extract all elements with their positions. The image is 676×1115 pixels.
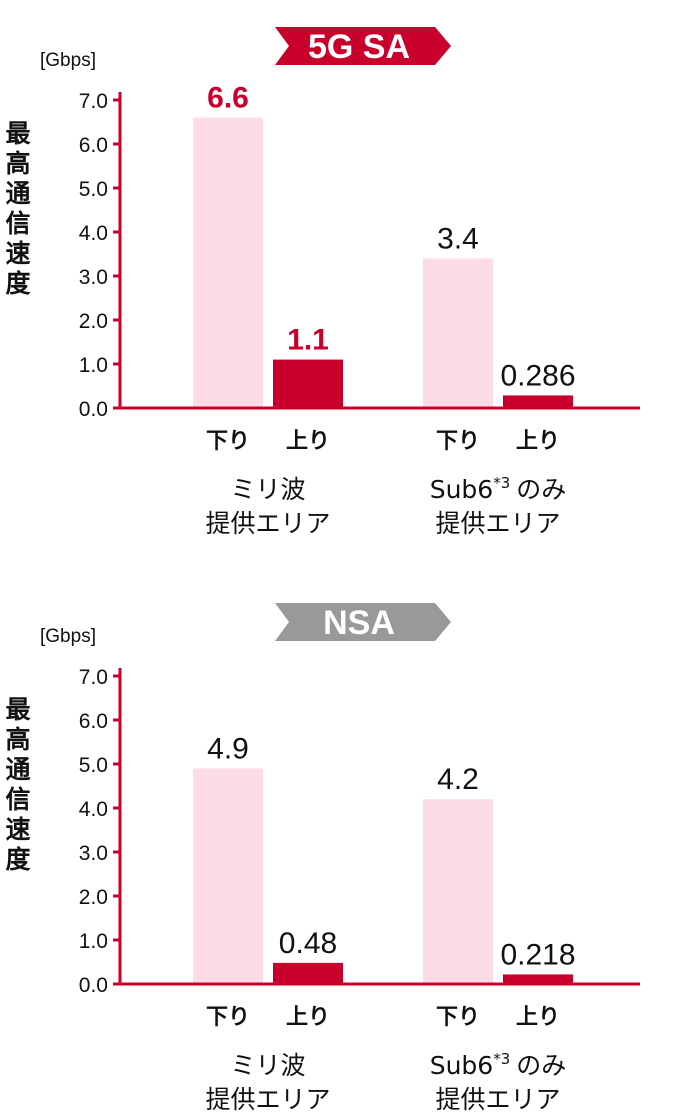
bar-value-label: 4.9 bbox=[207, 732, 249, 765]
y-tick-label: 7.0 bbox=[79, 90, 108, 113]
unit-label: [Gbps] bbox=[40, 626, 96, 647]
bar-value-label: 3.4 bbox=[437, 222, 479, 255]
bar-download bbox=[423, 258, 493, 408]
y-axis-title-char: 最 bbox=[5, 695, 31, 724]
group-label-line1: ミリ波 bbox=[230, 475, 305, 504]
bar-category-label: 上り bbox=[516, 429, 560, 454]
y-axis-title-char: 最 bbox=[5, 119, 31, 148]
y-tick-label: 1.0 bbox=[79, 930, 108, 953]
y-axis-title-char: 信 bbox=[5, 785, 30, 814]
y-axis-title-char: 通 bbox=[5, 755, 30, 784]
chart-banner bbox=[275, 27, 451, 65]
unit-label: [Gbps] bbox=[40, 50, 96, 71]
bar-value-label: 0.48 bbox=[279, 927, 337, 960]
bar-category-label: 上り bbox=[286, 1005, 330, 1030]
y-tick-label: 6.0 bbox=[79, 134, 108, 157]
y-tick-label: 5.0 bbox=[79, 178, 108, 201]
bar-category-label: 上り bbox=[286, 429, 330, 454]
bar-value-label: 6.6 bbox=[207, 82, 249, 115]
y-axis-title-char: 速 bbox=[5, 815, 30, 844]
group-label-suffix: のみ bbox=[516, 475, 566, 504]
bar-value-label: 4.2 bbox=[437, 763, 479, 796]
y-tick-label: 4.0 bbox=[79, 798, 108, 821]
y-axis-title-char: 速 bbox=[5, 239, 30, 268]
group-label-footnote: *3 bbox=[493, 1050, 510, 1068]
y-tick-label: 4.0 bbox=[79, 222, 108, 245]
group-label-line2: 提供エリア bbox=[205, 1085, 330, 1114]
bar-upload bbox=[273, 359, 343, 408]
bar-upload bbox=[503, 395, 573, 408]
group-label-line2: 提供エリア bbox=[205, 509, 330, 538]
group-label-line1: Sub6*3 のみ bbox=[430, 474, 567, 504]
chart-banner bbox=[275, 603, 451, 641]
bar-upload bbox=[273, 962, 343, 984]
bar-category-label: 下り bbox=[206, 1005, 250, 1030]
y-axis-title-char: 通 bbox=[5, 179, 30, 208]
group-label-suffix: のみ bbox=[516, 1051, 566, 1080]
group-label-name: ミリ波 bbox=[230, 475, 305, 504]
chart-banner-label: 5G SA bbox=[308, 28, 410, 66]
bar-download bbox=[423, 799, 493, 984]
y-tick-label: 2.0 bbox=[79, 886, 108, 909]
y-tick-label: 0.0 bbox=[79, 398, 108, 421]
y-tick-label: 3.0 bbox=[79, 266, 108, 289]
bar-value-label: 0.286 bbox=[500, 359, 575, 392]
bar-value-label: 0.218 bbox=[500, 938, 575, 971]
y-tick-label: 0.0 bbox=[79, 974, 108, 997]
group-label-line2: 提供エリア bbox=[435, 1085, 560, 1114]
y-tick-label: 1.0 bbox=[79, 354, 108, 377]
y-axis-title-char: 高 bbox=[5, 725, 30, 754]
y-axis-title-char: 高 bbox=[5, 149, 30, 178]
y-axis-title-char: 度 bbox=[5, 269, 30, 298]
y-tick-label: 6.0 bbox=[79, 710, 108, 733]
y-tick-label: 2.0 bbox=[79, 310, 108, 333]
bar-category-label: 下り bbox=[206, 429, 250, 454]
bar-category-label: 下り bbox=[436, 429, 480, 454]
bar-upload bbox=[503, 974, 573, 984]
bar-value-label: 1.1 bbox=[287, 324, 329, 357]
group-label-name: Sub6 bbox=[430, 475, 494, 504]
group-label-name: Sub6 bbox=[430, 1051, 494, 1080]
group-label-line1: ミリ波 bbox=[230, 1051, 305, 1080]
y-tick-label: 5.0 bbox=[79, 754, 108, 777]
y-axis-title-char: 度 bbox=[5, 845, 30, 874]
y-tick-label: 7.0 bbox=[79, 666, 108, 689]
group-label-name: ミリ波 bbox=[230, 1051, 305, 1080]
group-label-line2: 提供エリア bbox=[435, 509, 560, 538]
y-axis-title-char: 信 bbox=[5, 209, 30, 238]
chart-banner-label: NSA bbox=[323, 604, 395, 642]
group-label-line1: Sub6*3 のみ bbox=[430, 1050, 567, 1080]
y-tick-label: 3.0 bbox=[79, 842, 108, 865]
bar-download bbox=[193, 117, 263, 408]
bar-download bbox=[193, 768, 263, 984]
group-label-footnote: *3 bbox=[493, 474, 510, 492]
bar-category-label: 下り bbox=[436, 1005, 480, 1030]
bar-category-label: 上り bbox=[516, 1005, 560, 1030]
